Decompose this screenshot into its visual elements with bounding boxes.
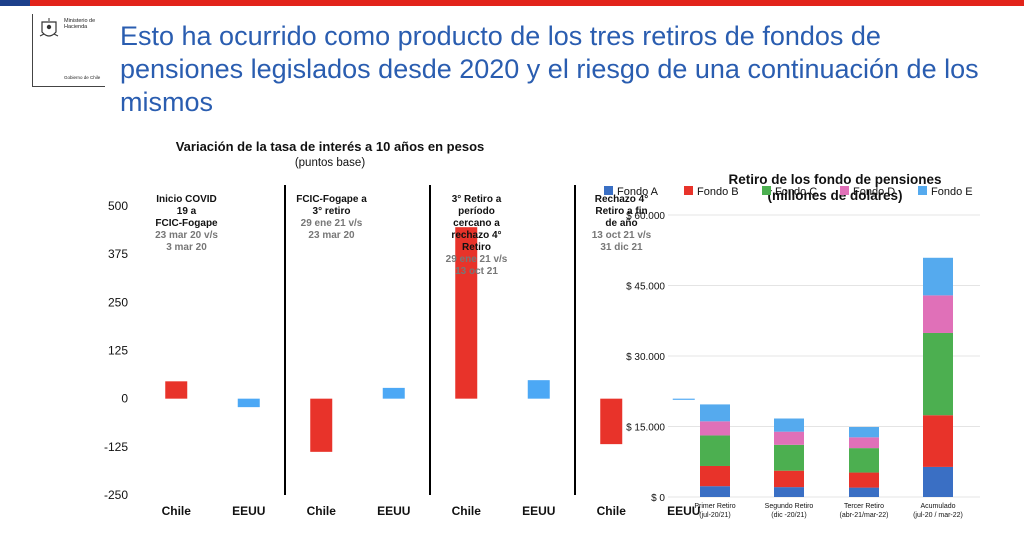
- period-dates: 29 ene 21 v/s: [301, 218, 363, 229]
- stacked-segment: [700, 435, 730, 466]
- withdrawals-chart-title: Retiro de los fondo de pensiones: [728, 172, 942, 187]
- stacked-segment: [700, 486, 730, 497]
- rates-chart: 500 375 250 125 0 -125 -250 Chile EEUU Chile EEUU C…: [104, 185, 700, 518]
- x-tick-sublabel: (abr-21/mar-22): [839, 512, 888, 519]
- legend-label: Fondo A: [617, 186, 659, 198]
- stacked-segment: [774, 487, 804, 497]
- period-title: Rechazo 4°: [595, 194, 648, 205]
- y-tick-label: $ 45.000: [626, 282, 665, 293]
- period-dates: 13 oct 21: [455, 266, 498, 277]
- stacked-segment: [849, 472, 879, 488]
- stacked-segment: [849, 487, 879, 497]
- period-title: FCIC-Fogape a: [296, 194, 367, 205]
- bar: [382, 387, 405, 399]
- withdrawals-chart-subtitle: (millones de dolares): [767, 188, 903, 203]
- legend-label: Fondo E: [931, 186, 973, 198]
- bar: [455, 227, 478, 399]
- period-dates: 23 mar 20 v/s: [155, 230, 218, 241]
- x-tick-label: Tercer Retiro: [844, 503, 884, 510]
- bar: [600, 398, 623, 445]
- bar: [237, 398, 260, 408]
- x-tick-label: EEUU: [667, 504, 700, 518]
- period-dates: 31 dic 21: [600, 242, 643, 253]
- legend-label: Fondo B: [697, 186, 739, 198]
- period-title: rechazo 4°: [451, 230, 501, 241]
- period-title: Retiro a fin: [595, 206, 647, 217]
- stacked-segment: [774, 470, 804, 488]
- stacked-segment: [700, 465, 730, 487]
- stacked-segment: [774, 431, 804, 445]
- y-tick-label: 250: [108, 295, 128, 309]
- y-tick-label: 125: [108, 344, 128, 358]
- stacked-segment: [700, 404, 730, 422]
- stacked-segment: [774, 418, 804, 432]
- y-tick-label: $ 60.000: [626, 211, 665, 222]
- legend-swatch: [684, 186, 693, 195]
- period-title: período: [458, 206, 495, 217]
- period-title: 19 a: [177, 206, 197, 217]
- legend-swatch: [840, 186, 849, 195]
- period-title: Inicio COVID: [156, 194, 217, 205]
- ministry-logo: Ministerio de Hacienda Gobierno de Chile: [32, 14, 105, 87]
- stacked-segment: [923, 332, 953, 416]
- y-tick-label: -125: [104, 440, 128, 454]
- y-tick-label: -250: [104, 488, 128, 502]
- stacked-segment: [923, 257, 953, 296]
- stacked-segment: [700, 421, 730, 436]
- rates-chart-title: Variación de la tasa de interés a 10 año…: [175, 139, 485, 154]
- x-tick-label: Chile: [597, 504, 627, 518]
- page-headline: Esto ha ocurrido como producto de los tr…: [120, 21, 979, 117]
- y-tick-label: 500: [108, 199, 128, 213]
- period-dates: 13 oct 21 v/s: [592, 230, 652, 241]
- period-dates: 29 ene 21 v/s: [446, 254, 508, 265]
- bar: [672, 398, 695, 400]
- legend-swatch: [604, 186, 613, 195]
- period-title: 3° Retiro a: [452, 194, 502, 205]
- period-title: Retiro: [462, 242, 491, 253]
- y-tick-label: 375: [108, 247, 128, 261]
- period-dates: 23 mar 20: [308, 230, 355, 241]
- period-title: de año: [605, 218, 637, 229]
- x-tick-label: Acumulado: [920, 503, 955, 510]
- x-tick-label: EEUU: [232, 504, 265, 518]
- legend-swatch: [762, 186, 771, 195]
- coat-of-arms-icon: [39, 18, 59, 37]
- x-tick-label: Chile: [307, 504, 337, 518]
- legend-label: Fondo C: [775, 186, 817, 198]
- stacked-segment: [849, 426, 879, 438]
- x-tick-label: Chile: [452, 504, 482, 518]
- bar: [310, 398, 333, 452]
- x-tick-sublabel: (jul-20/21): [699, 512, 731, 519]
- org-footer: Gobierno de Chile: [64, 75, 101, 80]
- y-tick-label: $ 15.000: [626, 423, 665, 434]
- legend-label: Fondo D: [853, 186, 895, 198]
- legend-swatch: [918, 186, 927, 195]
- stacked-segment: [923, 295, 953, 333]
- x-tick-label: Primer Retiro: [694, 503, 735, 510]
- x-tick-sublabel: (dic -20/21): [771, 512, 806, 519]
- rates-chart-subtitle: (puntos base): [294, 157, 366, 169]
- stacked-segment: [923, 466, 953, 497]
- stacked-segment: [849, 448, 879, 473]
- stacked-segment: [923, 415, 953, 467]
- x-tick-sublabel: (jul-20 / mar-22): [913, 512, 963, 519]
- bar: [527, 380, 550, 399]
- period-dates: 3 mar 20: [166, 242, 207, 253]
- bar: [165, 381, 188, 399]
- x-tick-label: EEUU: [522, 504, 555, 518]
- y-tick-label: $ 30.000: [626, 352, 665, 363]
- stacked-segment: [849, 437, 879, 449]
- x-tick-label: Chile: [162, 504, 192, 518]
- brand-stripe: [0, 0, 1024, 6]
- x-tick-label: EEUU: [377, 504, 410, 518]
- period-title: FCIC-Fogape: [155, 218, 218, 229]
- period-title: 3° retiro: [313, 206, 351, 217]
- org-name: Ministerio de Hacienda: [64, 18, 96, 30]
- y-tick-label: 0: [121, 392, 128, 406]
- stacked-segment: [774, 444, 804, 471]
- period-title: cercano a: [453, 218, 500, 229]
- y-tick-label: $ 0: [651, 493, 665, 504]
- x-tick-label: Segundo Retiro: [765, 503, 814, 510]
